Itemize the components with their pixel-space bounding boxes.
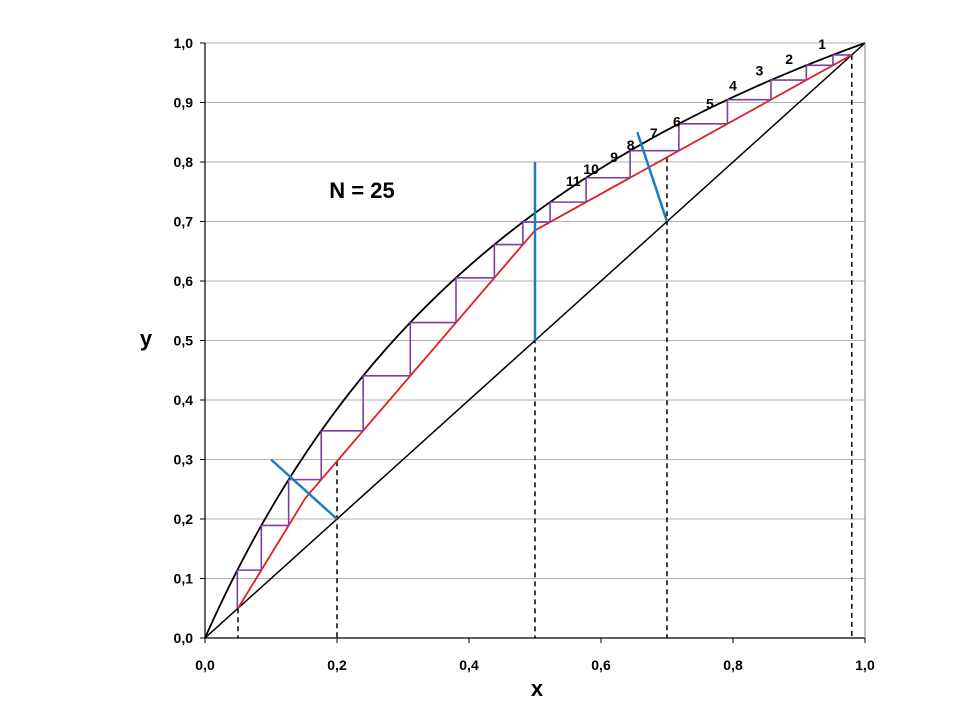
y-tick-label: 0,7 (174, 214, 194, 230)
stage-number-label: 1 (818, 36, 826, 52)
operating-line-stripping-lower (237, 497, 307, 609)
labels: 0,0 0,1 0,2 0,3 0,4 0,5 0,6 0,7 0,8 0,9 1,0 0,0 0,2 0… (174, 35, 875, 673)
y-tick-label: 0,5 (174, 333, 194, 349)
dashed-reference-lines (237, 54, 853, 638)
stage-number-label: 2 (785, 51, 793, 67)
stage-number-label: 5 (706, 95, 714, 111)
stage-count-annotation: N = 25 (329, 178, 394, 203)
stage-number-label: 3 (756, 63, 764, 79)
x-axis-title: x (531, 676, 544, 701)
y-tick-label: 1,0 (174, 35, 194, 51)
stage-number-label: 7 (650, 125, 658, 141)
y-tick-label: 0,3 (174, 452, 194, 468)
q-line (270, 458, 338, 520)
y-tick-label: 0,2 (174, 511, 194, 527)
q-line (636, 131, 669, 222)
stage-number-label: 8 (627, 137, 635, 153)
x-tick-label: 0,4 (459, 657, 479, 673)
x-tick-label: 0,8 (723, 657, 743, 673)
x-tick-label: 1,0 (855, 657, 875, 673)
operating-line-stripping-upper (304, 229, 536, 499)
y-tick-label: 0,8 (174, 154, 194, 170)
x-tick-label: 0,0 (195, 657, 215, 673)
axes (200, 42, 866, 643)
stage-steps (236, 54, 852, 609)
operating-line-rectifying (534, 54, 853, 232)
x-tick-label: 0,6 (591, 657, 611, 673)
stage-number-label: 11 (566, 173, 581, 189)
stage-number-label: 6 (673, 113, 681, 129)
y-tick-label: 0,1 (174, 571, 194, 587)
stage-number-label: 9 (610, 149, 618, 165)
x-tick-label: 0,2 (327, 657, 347, 673)
stage-number-label: 4 (729, 78, 737, 94)
y-tick-label: 0,0 (174, 630, 194, 646)
y-axis-title: y (140, 326, 153, 351)
y-tick-label: 0,6 (174, 273, 194, 289)
y-tick-label: 0,4 (174, 392, 194, 408)
feed-lines (270, 131, 669, 520)
y-tick-label: 0,9 (174, 95, 194, 111)
stage-number-label: 10 (583, 161, 599, 177)
